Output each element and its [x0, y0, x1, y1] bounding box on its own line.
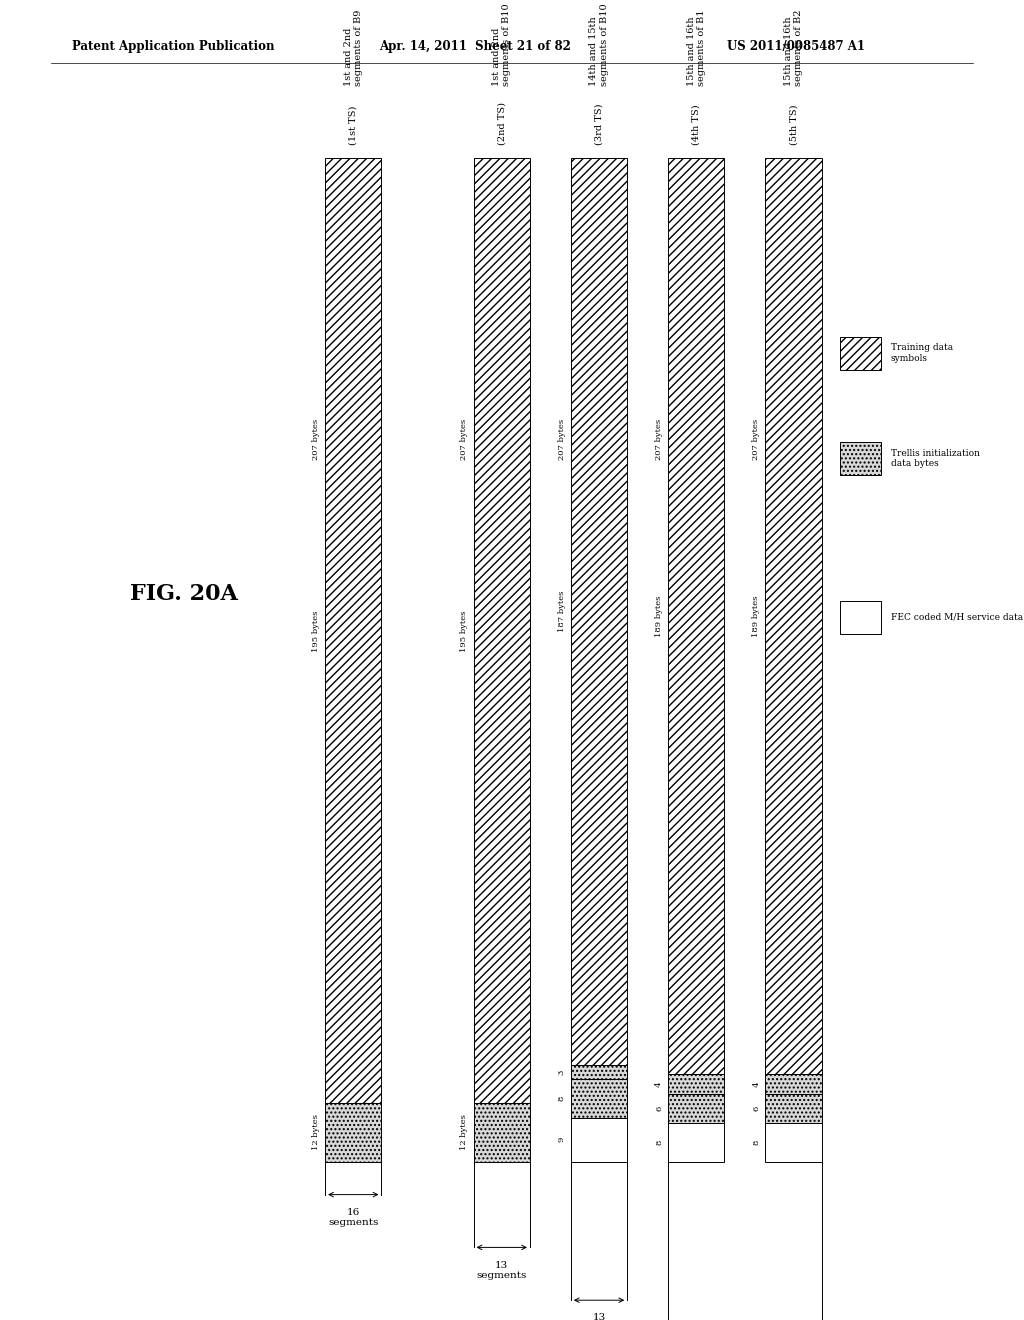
Text: Trellis initialization
data bytes: Trellis initialization data bytes [891, 449, 980, 469]
Bar [325, 158, 381, 1104]
Text: 207 bytes: 207 bytes [461, 418, 468, 459]
Bar [669, 158, 725, 1074]
Bar [669, 1074, 725, 1094]
Text: 189 bytes: 189 bytes [655, 595, 664, 638]
Text: FEC coded M/H service data or dummy data: FEC coded M/H service data or dummy data [891, 612, 1024, 622]
Text: 6: 6 [655, 1106, 664, 1111]
Text: FIG. 20A: FIG. 20A [130, 583, 239, 605]
Bar [766, 158, 822, 1074]
Bar [766, 1123, 822, 1162]
Text: 3: 3 [558, 1069, 565, 1074]
Bar [766, 1094, 822, 1123]
Text: 207 bytes: 207 bytes [655, 418, 664, 459]
Bar [325, 1104, 381, 1162]
Bar [840, 442, 881, 475]
Bar [840, 601, 881, 634]
Text: 8: 8 [558, 1096, 565, 1101]
Text: 6: 6 [753, 1106, 760, 1111]
Text: 9: 9 [558, 1137, 565, 1143]
Bar [571, 1065, 627, 1080]
Text: (2nd TS): (2nd TS) [498, 102, 506, 145]
Text: (3rd TS): (3rd TS) [595, 104, 603, 145]
Text: US 2011/0085487 A1: US 2011/0085487 A1 [727, 40, 865, 53]
Text: 1st and 2nd
segments of B9: 1st and 2nd segments of B9 [344, 9, 362, 86]
Text: Patent Application Publication: Patent Application Publication [72, 40, 274, 53]
Text: 207 bytes: 207 bytes [312, 418, 319, 459]
Text: 189 bytes: 189 bytes [753, 595, 760, 638]
Bar [571, 158, 627, 1065]
Text: 195 bytes: 195 bytes [312, 610, 319, 652]
Text: 207 bytes: 207 bytes [753, 418, 760, 459]
Text: 8: 8 [655, 1139, 664, 1144]
Bar [766, 1074, 822, 1094]
Bar [571, 1080, 627, 1118]
Bar [473, 158, 530, 1104]
Text: Apr. 14, 2011  Sheet 21 of 82: Apr. 14, 2011 Sheet 21 of 82 [379, 40, 570, 53]
Text: 8: 8 [753, 1139, 760, 1144]
Bar [840, 337, 881, 370]
Bar [669, 1094, 725, 1123]
Text: 4: 4 [655, 1081, 664, 1086]
Text: (1st TS): (1st TS) [349, 106, 357, 145]
Text: 4: 4 [753, 1081, 760, 1086]
Text: Training data
symbols: Training data symbols [891, 343, 953, 363]
Text: 195 bytes: 195 bytes [461, 610, 468, 652]
Bar [669, 1123, 725, 1162]
Text: 15th and 16th
segments of B2: 15th and 16th segments of B2 [784, 9, 803, 86]
Text: 1st and 2nd
segments of B10: 1st and 2nd segments of B10 [493, 3, 511, 86]
Text: 15th and 16th
segments of B1: 15th and 16th segments of B1 [687, 9, 706, 86]
Text: 14th and 15th
segments of B10: 14th and 15th segments of B10 [590, 3, 608, 86]
Text: 13
segments: 13 segments [476, 1261, 527, 1280]
Text: 13
segments: 13 segments [573, 1313, 625, 1320]
Text: 207 bytes: 207 bytes [558, 418, 565, 459]
Text: (5th TS): (5th TS) [790, 104, 798, 145]
Text: 187 bytes: 187 bytes [558, 591, 565, 632]
Text: (4th TS): (4th TS) [692, 104, 700, 145]
Bar [571, 1118, 627, 1162]
Bar [473, 1104, 530, 1162]
Text: 16
segments: 16 segments [328, 1208, 379, 1228]
Text: 12 bytes: 12 bytes [312, 1114, 319, 1151]
Text: 12 bytes: 12 bytes [461, 1114, 468, 1151]
